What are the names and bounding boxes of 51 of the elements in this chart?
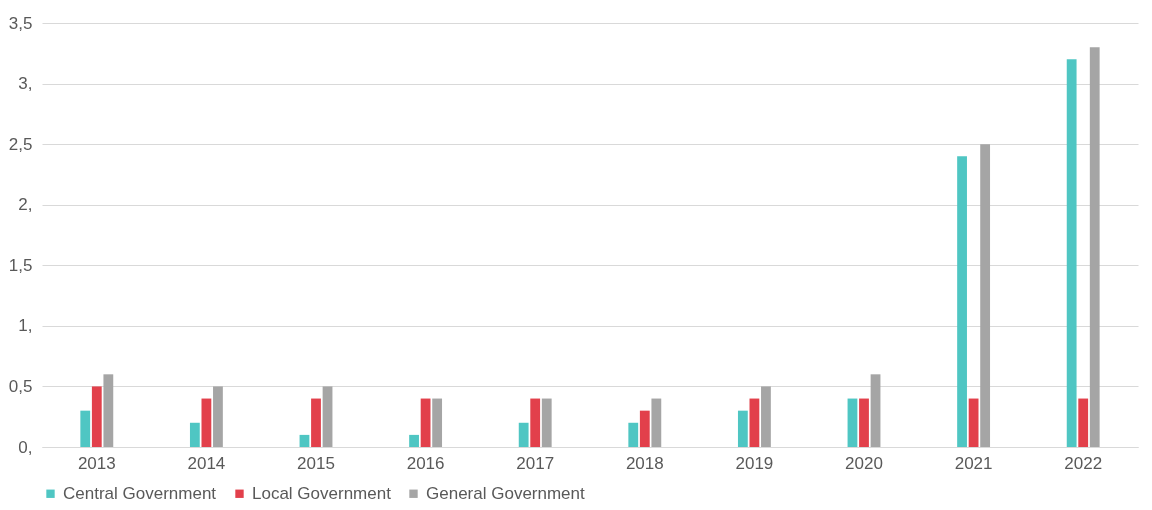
x-tick-label: 2014: [187, 453, 226, 473]
bar: [189, 422, 200, 447]
bar: [541, 398, 552, 447]
bar: [859, 398, 869, 447]
bar: [980, 144, 991, 447]
bar: [530, 398, 541, 447]
bar: [749, 398, 760, 447]
x-tick-label: 2019: [735, 453, 774, 473]
bar: [957, 156, 967, 447]
y-tick-label: 1,5: [8, 255, 33, 275]
y-tick-label: 1,: [18, 316, 33, 336]
y-tick-label: 2,5: [8, 134, 33, 154]
bar: [737, 410, 748, 447]
bar: [80, 410, 91, 447]
bar: [1078, 398, 1089, 447]
bar: [420, 398, 431, 447]
bar: [651, 398, 662, 447]
x-tick-label: 2022: [1064, 453, 1103, 473]
x-tick-label: 2015: [297, 453, 335, 473]
bar: [432, 398, 443, 447]
bar: [870, 374, 881, 447]
y-tick-label: 3,: [18, 74, 33, 94]
bar: [311, 398, 321, 447]
bar: [518, 422, 529, 447]
x-tick-label: 2017: [516, 453, 555, 473]
x-tick-label: 2020: [845, 453, 883, 473]
bar: [639, 410, 650, 447]
bar: [761, 386, 771, 447]
bar: [103, 374, 114, 447]
x-tick-label: 2018: [625, 453, 664, 473]
legend-label: General Government: [426, 483, 586, 503]
bar: [299, 434, 310, 447]
bar: [409, 434, 419, 447]
bar: [201, 398, 212, 447]
x-tick-label: 2013: [77, 453, 116, 473]
bar: [1066, 59, 1077, 447]
y-tick-label: 3,5: [8, 13, 33, 33]
x-tick-label: 2021: [954, 453, 993, 473]
bar: [213, 386, 223, 447]
x-tick-label: 2016: [406, 453, 445, 473]
y-tick-label: 2,: [18, 195, 33, 215]
legend-label: Central Government: [63, 483, 217, 503]
y-tick-label: 0,: [18, 437, 33, 457]
bar: [322, 386, 333, 447]
bar: [847, 398, 858, 447]
bar: [968, 398, 979, 447]
bar: [91, 386, 102, 447]
bar: [1089, 47, 1100, 447]
legend-label: Local Government: [252, 483, 392, 503]
y-tick-label: 0,5: [8, 376, 33, 396]
bar: [628, 422, 639, 447]
